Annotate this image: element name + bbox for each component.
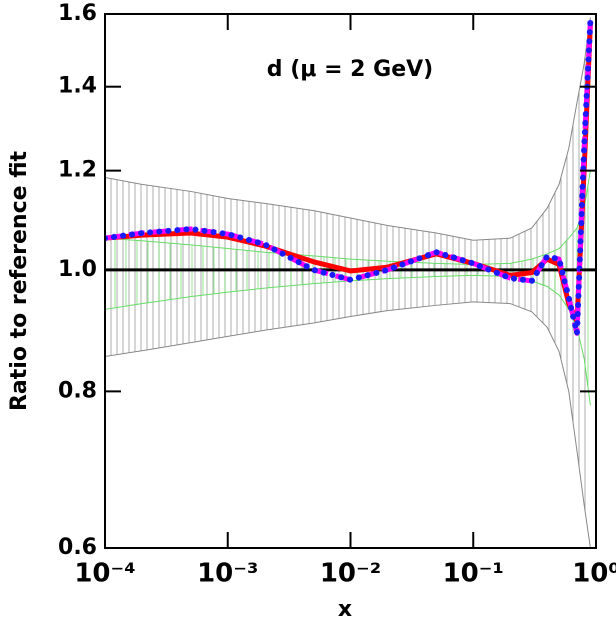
x-axis-label: x [338,597,352,622]
y-axis-label: Ratio to reference fit [7,150,32,411]
x-tick-label: 10⁻¹ [443,559,504,589]
band-edge [105,301,591,548]
y-tick-label: 1.4 [58,74,97,99]
band-fill [105,17,591,548]
y-tick-label: 1.2 [58,158,97,183]
series-line [105,17,594,337]
band-fill [105,170,591,406]
x-tick-label: 10⁻² [320,559,381,589]
band-edge [105,17,591,241]
x-tick-label: 10⁻⁴ [74,559,135,589]
x-tick-label: 10⁻³ [197,559,258,589]
band-edge [105,170,591,265]
chart-title: d (μ = 2 GeV) [267,57,433,82]
x-tick-label: 10⁰ [572,559,616,589]
y-tick-label: 1.6 [58,1,97,26]
y-tick-label: 0.8 [58,378,97,403]
y-tick-label: 0.6 [58,535,97,560]
plot-area [105,17,596,548]
y-tick-label: 1.0 [58,257,97,282]
